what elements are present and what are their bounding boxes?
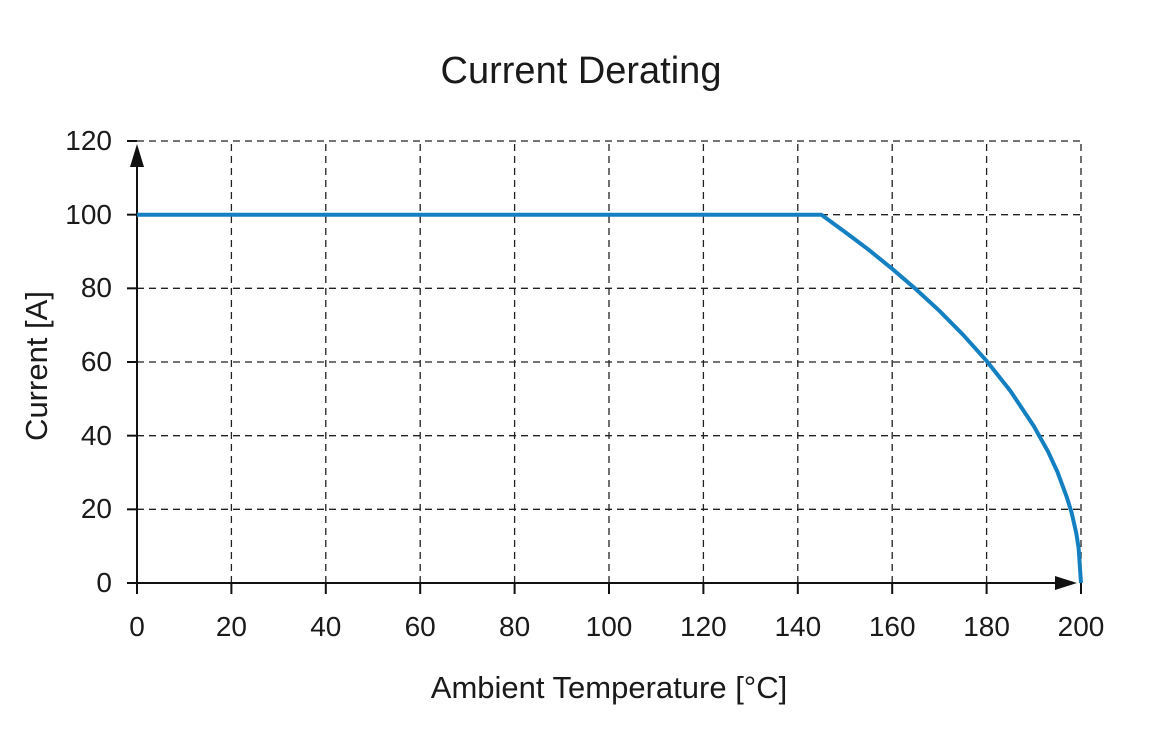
chart-title: Current Derating (440, 50, 722, 92)
y-tick-label: 100 (65, 198, 112, 230)
y-axis-title: Current [A] (19, 291, 54, 441)
derating-curve (137, 212, 1083, 584)
x-tick-label: 80 (499, 611, 531, 642)
x-tick-label: 180 (963, 611, 1010, 642)
y-tick-label: 40 (80, 419, 112, 451)
y-tick-label: 60 (80, 346, 112, 377)
x-axis-arrow (1055, 576, 1077, 590)
x-tick-label: 100 (585, 611, 633, 642)
x-tick-label: 60 (404, 611, 436, 642)
x-tick-label: 0 (129, 611, 145, 642)
x-tick-label: 20 (215, 611, 247, 642)
x-tick-label: 40 (310, 611, 342, 642)
y-tick-label: 80 (80, 272, 112, 304)
y-tick-label: 120 (65, 125, 112, 156)
x-tick-label: 120 (680, 611, 727, 642)
x-tick-label: 140 (774, 611, 822, 642)
y-axis-arrow (130, 144, 144, 167)
x-axis-title: Ambient Temperature [°C] (430, 670, 788, 705)
x-tick-label: 160 (868, 611, 916, 642)
x-tick-label: 200 (1057, 611, 1105, 642)
y-tick-label: 20 (80, 493, 112, 525)
y-tick-label: 0 (96, 567, 112, 598)
